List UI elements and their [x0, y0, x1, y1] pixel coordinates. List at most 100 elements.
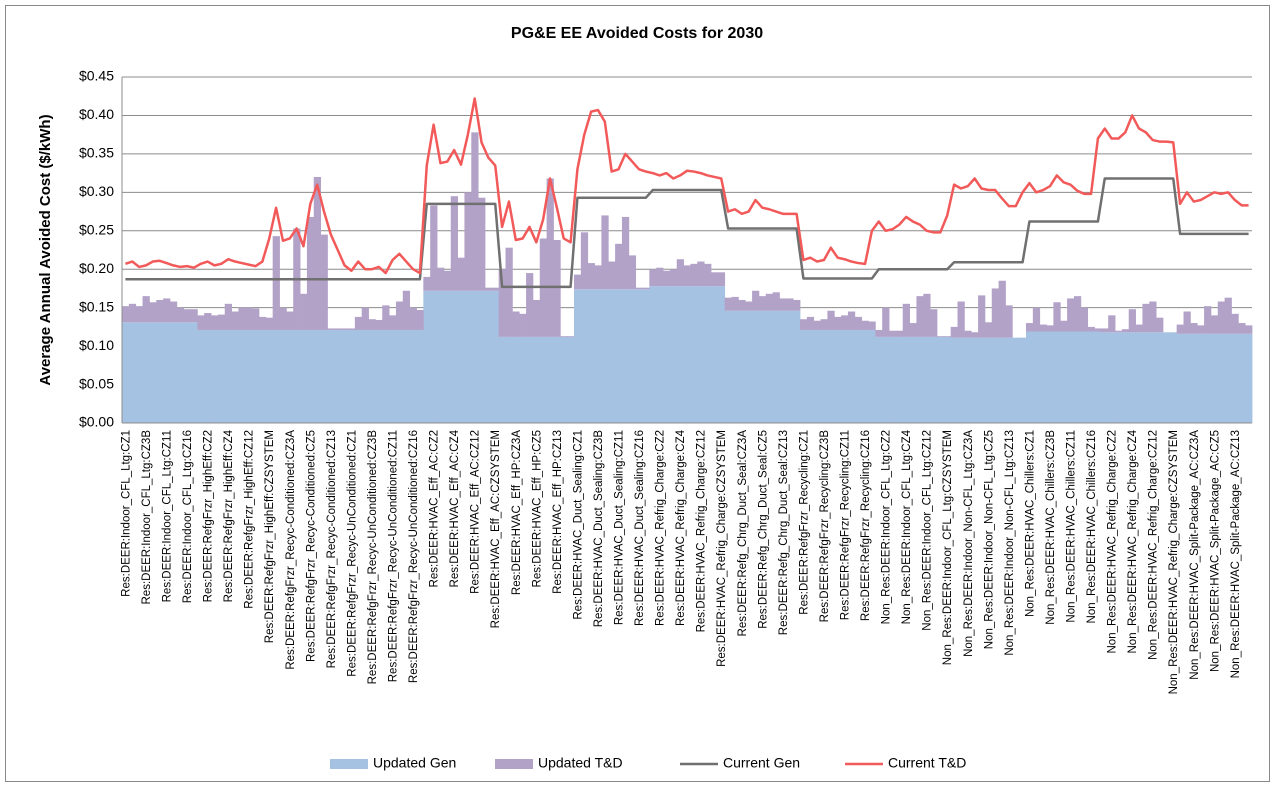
- x-tick-label: Res:DEER:RefgFrzr_Recyc-Conditioned:CZ3A: [285, 430, 297, 670]
- area-segment: [498, 336, 506, 423]
- x-tick-label: Non_Res:DEER:HVAC_Refrig_Charge:CZ12: [1148, 430, 1160, 660]
- area-segment: [341, 329, 349, 423]
- x-tick-label: Res:DEER:RefgFrzr_Recycling:CZ1: [798, 430, 810, 615]
- area-segment: [354, 316, 363, 330]
- area-segment: [478, 290, 486, 423]
- area-segment: [258, 316, 267, 330]
- area-segment: [546, 178, 554, 337]
- area-segment: [936, 336, 945, 337]
- area-segment: [313, 176, 322, 330]
- area-segment: [690, 286, 698, 423]
- x-tick-label: Res:DEER:RefgFrzr_Recycling:CZ11: [840, 430, 852, 620]
- area-segment: [334, 328, 342, 330]
- area-segment: [1162, 332, 1171, 423]
- area-segment: [211, 315, 219, 330]
- area-segment: [574, 274, 582, 290]
- area-segment: [409, 329, 417, 423]
- x-tick-label: Res:DEER:HVAC_Refrig_Charge:CZ2: [655, 430, 667, 626]
- area-segment: [348, 328, 356, 330]
- area-segment: [265, 329, 274, 423]
- area-segment: [334, 329, 342, 423]
- x-tick-label: Res:DEER:RefgFrzr_Recyc-UnConditioned:CZ…: [367, 430, 379, 685]
- area-segment: [567, 336, 575, 423]
- area-segment: [382, 305, 390, 330]
- area-segment: [621, 289, 630, 423]
- area-segment: [882, 307, 890, 337]
- legend-label: Current T&D: [888, 755, 966, 771]
- area-segment: [943, 336, 952, 337]
- area-segment: [1224, 333, 1232, 423]
- x-tick-label: Res:DEER:HVAC_Eff_AC:CZ4: [449, 429, 461, 587]
- area-segment: [122, 306, 130, 323]
- area-segment: [1108, 315, 1116, 333]
- area-segment: [1121, 329, 1130, 333]
- area-segment: [779, 310, 787, 423]
- area-segment: [135, 306, 143, 323]
- area-segment: [1094, 331, 1102, 423]
- area-segment: [916, 336, 924, 423]
- area-segment: [806, 329, 815, 423]
- area-segment: [306, 329, 315, 423]
- y-tick-label: $0.30: [79, 183, 114, 199]
- area-segment: [772, 310, 780, 423]
- area-segment: [375, 319, 383, 330]
- area-segment: [724, 297, 732, 311]
- area-segment: [998, 337, 1006, 423]
- area-segment: [868, 329, 876, 423]
- area-segment: [834, 316, 842, 330]
- area-segment: [1204, 333, 1212, 423]
- area-segment: [854, 316, 863, 330]
- area-segment: [1210, 333, 1219, 423]
- area-segment: [163, 298, 171, 323]
- area-segment: [327, 329, 335, 423]
- area-segment: [478, 197, 486, 291]
- area-segment: [841, 315, 849, 330]
- legend-label: Updated T&D: [538, 755, 623, 771]
- x-tick-label: Res:DEER:HVAC_Refrig_Charge:CZ12: [696, 430, 708, 632]
- area-segment: [142, 322, 150, 423]
- area-segment: [984, 337, 993, 423]
- area-segment: [683, 265, 691, 287]
- legend-label: Current Gen: [723, 755, 800, 771]
- area-segment: [402, 329, 411, 423]
- area-segment: [183, 322, 191, 423]
- x-tick-label: Non_Res:DEER:HVAC_Chillers:CZ16: [1086, 430, 1098, 623]
- area-segment: [950, 337, 958, 423]
- area-segment: [1197, 333, 1205, 423]
- area-segment: [1176, 333, 1184, 423]
- x-tick-label: Res:DEER:Refg_Chrg_Duct_Seal:CZ5: [757, 430, 769, 629]
- area-segment: [512, 336, 520, 423]
- area-segment: [861, 320, 869, 330]
- area-segment: [820, 319, 828, 330]
- area-segment: [245, 329, 253, 423]
- area-segment: [1067, 298, 1075, 332]
- area-segment: [293, 329, 301, 423]
- area-segment: [1080, 331, 1089, 423]
- area-segment: [320, 329, 328, 423]
- area-segment: [245, 307, 253, 330]
- area-segment: [717, 272, 726, 287]
- area-segment: [1039, 324, 1047, 332]
- area-segment: [1121, 332, 1130, 423]
- area-segment: [389, 329, 397, 423]
- area-segment: [861, 329, 869, 423]
- area-segment: [923, 336, 931, 423]
- area-segment: [423, 276, 431, 291]
- area-segment: [532, 299, 541, 337]
- area-segment: [649, 269, 657, 287]
- area-segment: [628, 289, 637, 423]
- area-segment: [382, 329, 390, 423]
- area-segment: [135, 322, 143, 423]
- area-segment: [471, 132, 479, 291]
- area-segment: [156, 322, 164, 423]
- line-series: [125, 97, 1249, 275]
- area-segment: [1135, 332, 1143, 423]
- area-segment: [704, 286, 712, 423]
- area-segment: [601, 215, 609, 290]
- area-segment: [793, 310, 801, 423]
- area-segment: [553, 336, 561, 423]
- area-segment: [169, 322, 178, 423]
- area-segment: [649, 286, 657, 423]
- y-tick-label: $0.20: [79, 260, 114, 276]
- area-segment: [923, 293, 931, 337]
